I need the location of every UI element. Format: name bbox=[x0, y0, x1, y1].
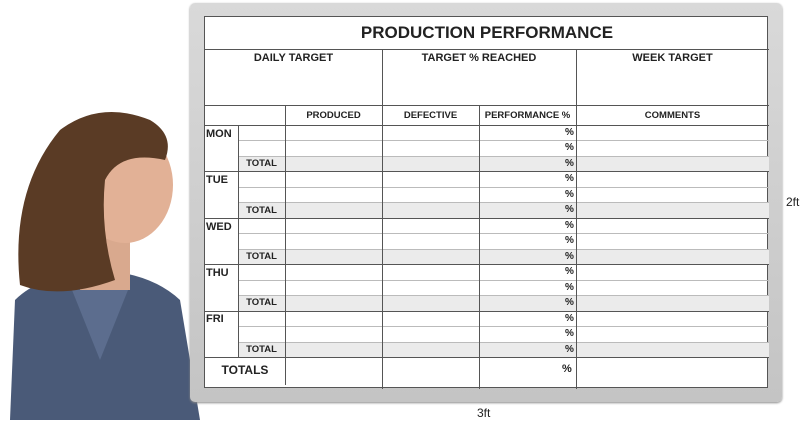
total-label: TOTAL bbox=[246, 297, 277, 309]
board-title: PRODUCTION PERFORMANCE bbox=[360, 23, 614, 42]
percent-sign: % bbox=[565, 188, 574, 200]
percent-sign: % bbox=[565, 127, 574, 138]
day-divider bbox=[205, 357, 769, 359]
percent-sign: % bbox=[565, 297, 574, 309]
height-dimension: 2ft bbox=[786, 195, 800, 209]
percent-sign: % bbox=[565, 328, 574, 340]
width-dimension: 3ft bbox=[477, 406, 491, 420]
total-row-shade bbox=[238, 155, 769, 172]
totals-percent-sign: % bbox=[562, 363, 572, 376]
day-divider bbox=[205, 217, 769, 219]
percent-sign: % bbox=[565, 204, 574, 216]
divider bbox=[205, 49, 769, 50]
row-divider bbox=[238, 233, 769, 235]
row-divider bbox=[238, 155, 769, 157]
totals-label: TOTALS bbox=[221, 363, 269, 378]
day-label: WED bbox=[206, 220, 232, 233]
column-header: PRODUCED bbox=[306, 109, 361, 121]
percent-sign: % bbox=[565, 173, 574, 185]
percent-sign: % bbox=[565, 281, 574, 293]
top-header: TARGET % REACHED bbox=[421, 52, 537, 64]
row-divider bbox=[238, 202, 769, 204]
day-divider bbox=[205, 310, 769, 312]
column-header: DEFECTIVE bbox=[403, 109, 458, 121]
row-divider bbox=[238, 186, 769, 188]
row-divider bbox=[238, 140, 769, 142]
production-performance-board: PRODUCTION PERFORMANCE DAILY TARGET TARGET… bbox=[204, 16, 769, 389]
divider bbox=[238, 125, 239, 358]
percent-sign: % bbox=[565, 142, 574, 154]
divider bbox=[285, 105, 286, 383]
divider bbox=[576, 105, 577, 389]
divider bbox=[382, 49, 383, 105]
percent-sign: % bbox=[565, 312, 574, 324]
divider bbox=[205, 105, 769, 106]
column-header: PERFORMANCE % bbox=[484, 109, 571, 121]
divider bbox=[479, 105, 480, 389]
row-divider bbox=[238, 248, 769, 250]
percent-sign: % bbox=[565, 219, 574, 231]
total-label: TOTAL bbox=[246, 343, 277, 355]
percent-sign: % bbox=[565, 235, 574, 247]
total-row-shade bbox=[238, 295, 769, 311]
day-label: THU bbox=[206, 266, 229, 279]
woman-photo bbox=[10, 112, 200, 420]
percent-sign: % bbox=[565, 343, 574, 355]
day-divider bbox=[205, 171, 769, 173]
total-label: TOTAL bbox=[246, 158, 277, 170]
percent-sign: % bbox=[565, 250, 574, 262]
day-label: TUE bbox=[206, 174, 228, 187]
day-label: FRI bbox=[206, 313, 224, 326]
total-row-shade bbox=[238, 202, 769, 218]
top-header: WEEK TARGET bbox=[632, 52, 713, 64]
top-header: DAILY TARGET bbox=[253, 52, 334, 64]
day-divider bbox=[205, 264, 769, 266]
percent-sign: % bbox=[565, 266, 574, 278]
day-label: MON bbox=[206, 127, 232, 140]
total-row-shade bbox=[238, 341, 769, 358]
total-label: TOTAL bbox=[246, 250, 277, 262]
total-row-shade bbox=[238, 248, 769, 265]
divider bbox=[205, 125, 769, 126]
row-divider bbox=[238, 295, 769, 297]
divider bbox=[382, 105, 383, 389]
row-divider bbox=[238, 341, 769, 343]
total-label: TOTAL bbox=[246, 204, 277, 216]
column-header: COMMENTS bbox=[644, 109, 701, 121]
row-divider bbox=[238, 326, 769, 328]
divider bbox=[576, 49, 577, 105]
percent-sign: % bbox=[565, 157, 574, 169]
row-divider bbox=[238, 279, 769, 281]
